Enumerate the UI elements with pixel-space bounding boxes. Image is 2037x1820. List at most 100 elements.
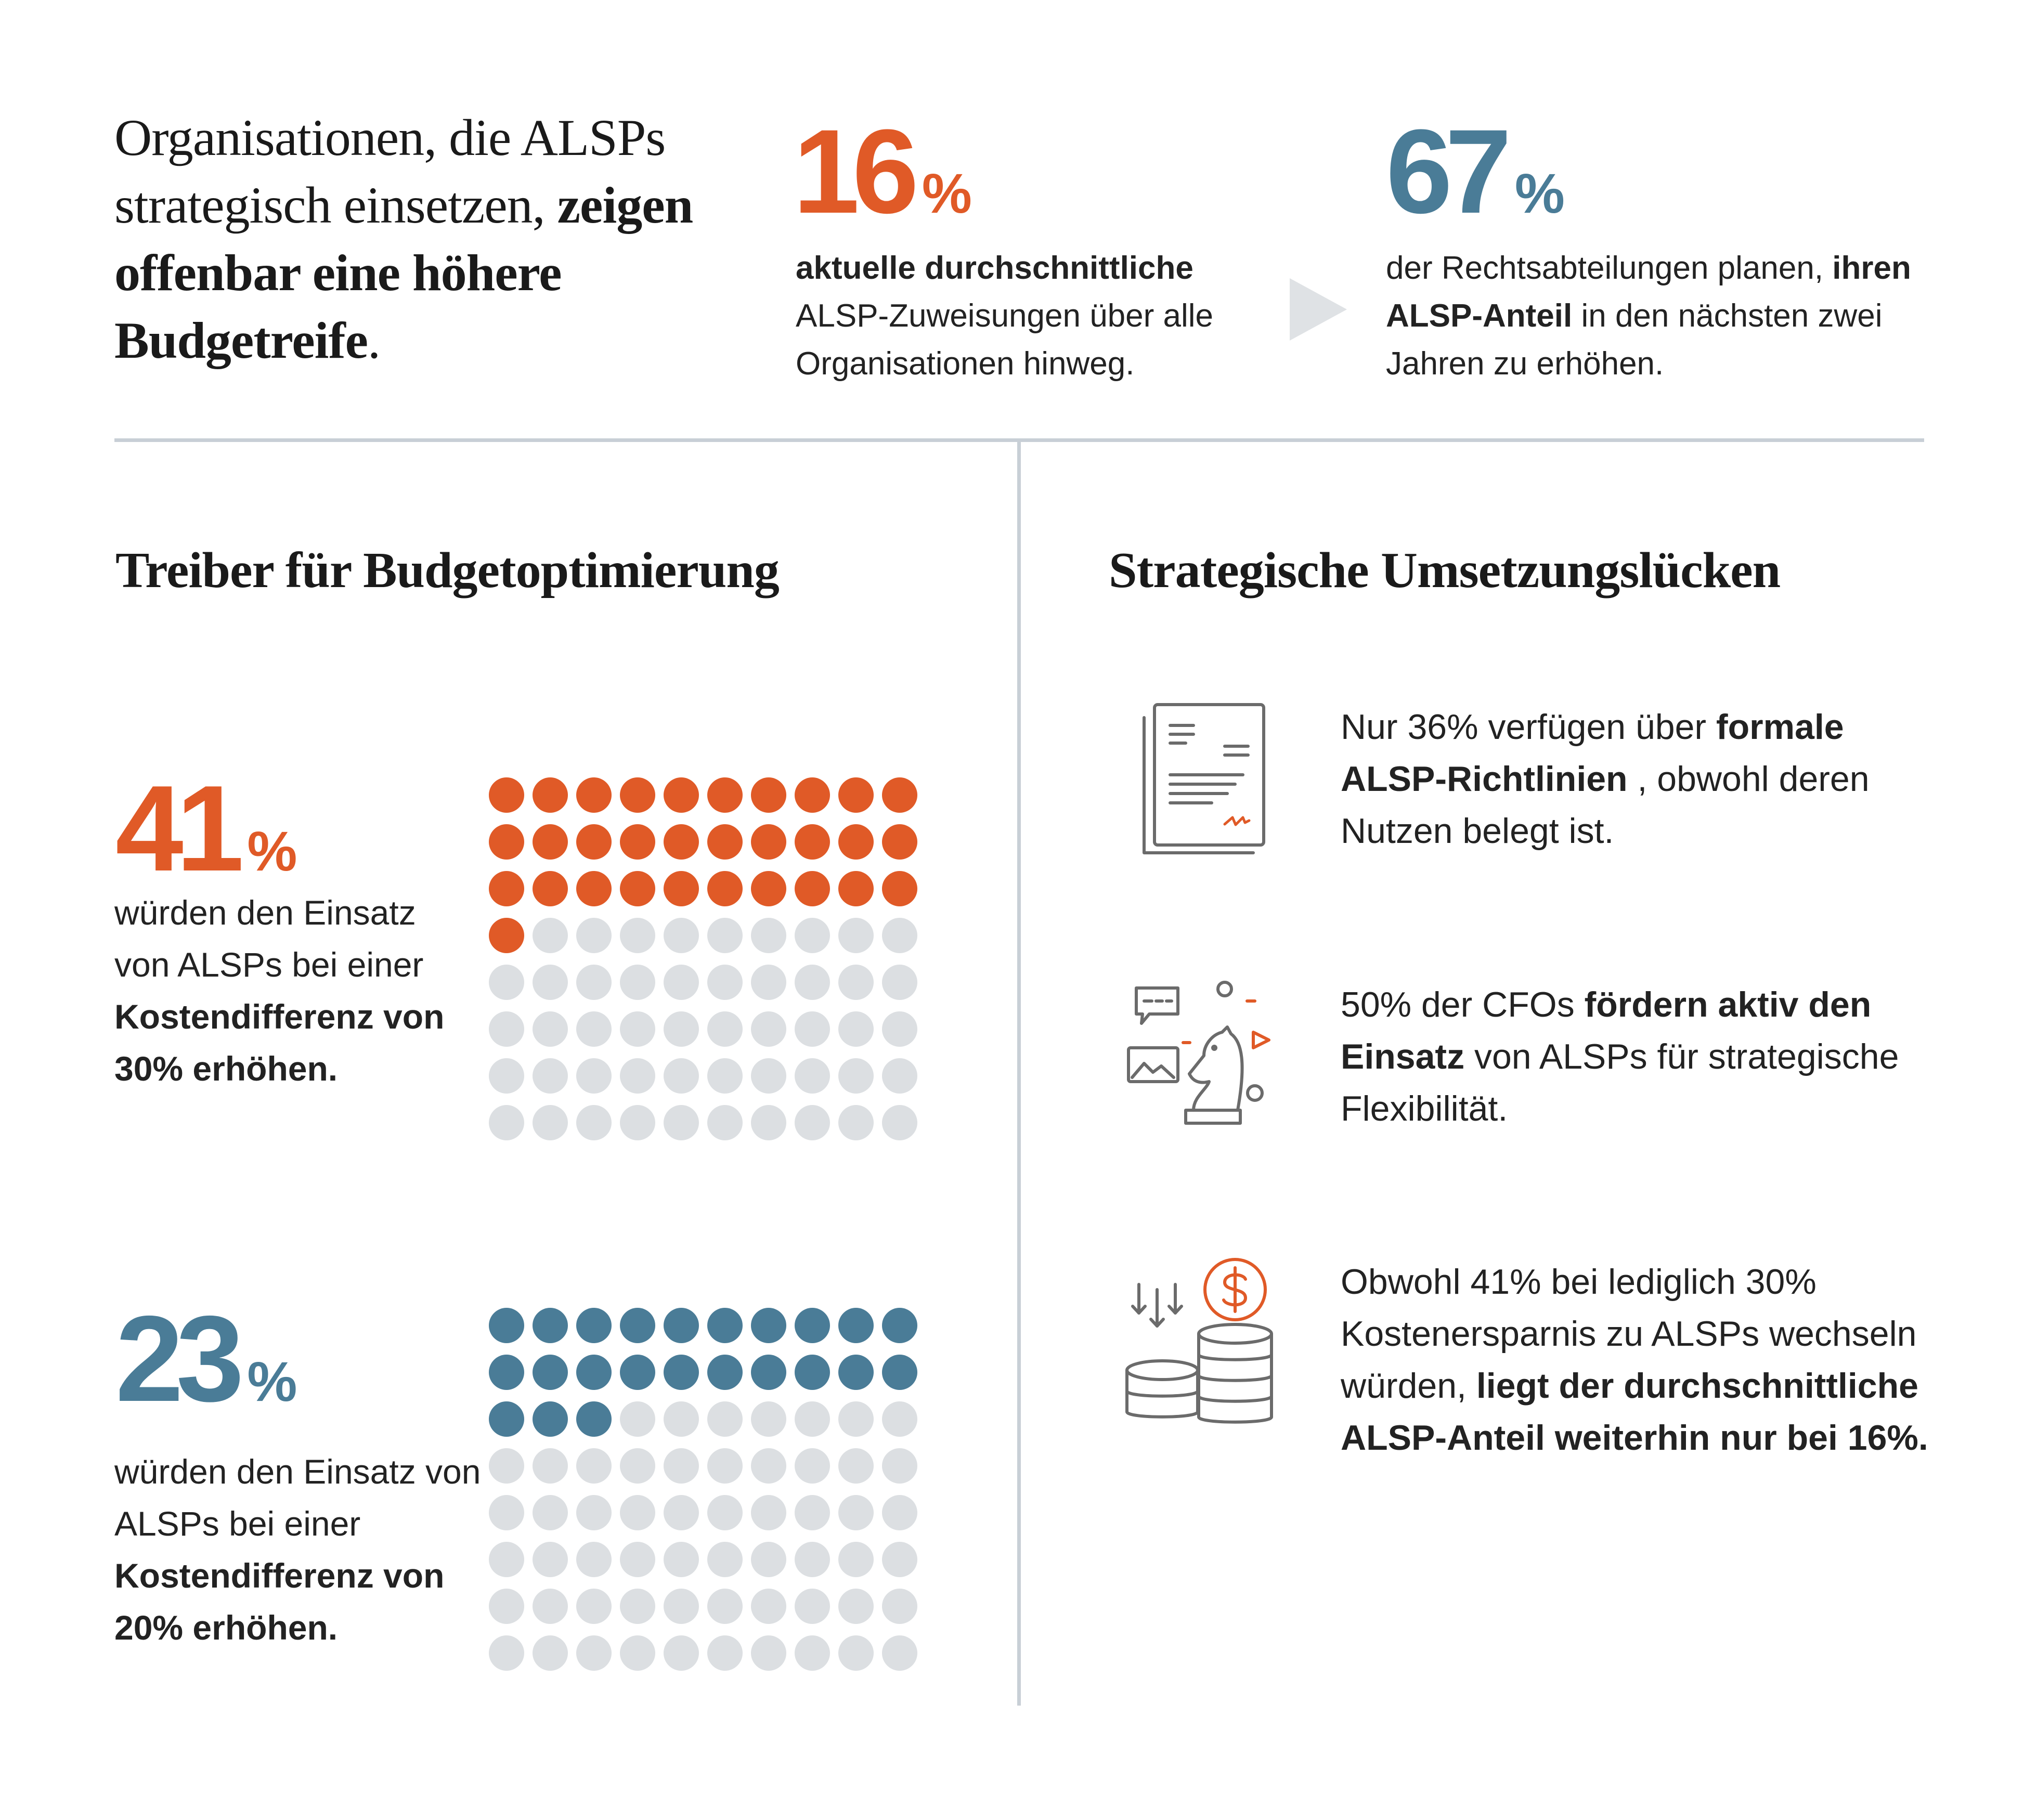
waffle-dot-empty [576,1635,612,1671]
stat-23-desc-pre: würden den Einsatz von ALSPs bei einer [114,1452,481,1543]
waffle-dot-filled [707,824,743,860]
waffle-dot-filled [882,824,917,860]
waffle-dot-empty [707,1635,743,1671]
waffle-dot-empty [795,1401,830,1437]
waffle-dot-empty [838,918,874,953]
waffle-dot-empty [795,1542,830,1577]
horizontal-divider [114,438,1924,442]
stat-23-percent: 23% [115,1297,297,1420]
waffle-dot-empty [882,1542,917,1577]
waffle-dot-empty [533,1058,568,1094]
waffle-dot-empty [795,1495,830,1530]
waffle-dot-empty [795,1011,830,1047]
waffle-dot-empty [533,1448,568,1484]
waffle-dot-filled [576,1401,612,1437]
waffle-dot-empty [489,1105,524,1140]
waffle-dot-empty [707,1401,743,1437]
waffle-dot-filled [533,1355,568,1390]
waffle-dot-filled [838,1308,874,1343]
waffle-dot-filled [707,1355,743,1390]
waffle-dot-filled [576,871,612,906]
stat-23-value: 23 [115,1290,244,1427]
waffle-dot-filled [533,777,568,813]
gap-item-3-pre: Obwohl 41% bei lediglich 30% Kostenerspa… [1341,1262,1917,1406]
waffle-dot-filled [751,1355,786,1390]
stat-67-value: 67 [1386,105,1512,238]
waffle-dot-empty [707,1589,743,1624]
waffle-dot-filled [838,871,874,906]
waffle-dot-empty [576,1058,612,1094]
waffle-dot-empty [882,1635,917,1671]
stat-67-percent: 67% [1386,112,1565,231]
waffle-dot-empty [751,965,786,1000]
waffle-dot-filled [707,777,743,813]
waffle-dot-empty [664,1542,699,1577]
waffle-dot-filled [664,1308,699,1343]
stat-41-desc-bold: Kostendifferenz von 30% erhöhen [114,997,445,1088]
waffle-dot-empty [620,1448,655,1484]
waffle-dot-filled [751,1308,786,1343]
waffle-dot-empty [751,1105,786,1140]
waffle-dot-filled [751,824,786,860]
waffle-dot-empty [795,1635,830,1671]
waffle-dot-empty [533,1105,568,1140]
waffle-dot-empty [751,1542,786,1577]
stat-41-desc-end: . [328,1049,338,1088]
waffle-dot-empty [533,965,568,1000]
waffle-dot-empty [533,1495,568,1530]
waffle-dot-empty [489,1635,524,1671]
waffle-dot-filled [489,824,524,860]
waffle-dot-filled [795,1308,830,1343]
stat-41-value: 41 [115,760,244,896]
waffle-chart-23 [489,1308,917,1671]
stat-23-description: würden den Einsatz von ALSPs bei einer K… [114,1446,510,1654]
waffle-dot-empty [751,1058,786,1094]
waffle-dot-empty [664,918,699,953]
stat-41-percent: 41% [115,767,297,889]
waffle-dot-empty [838,1635,874,1671]
waffle-dot-empty [751,1495,786,1530]
waffle-dot-empty [707,965,743,1000]
waffle-dot-empty [576,918,612,953]
waffle-dot-empty [751,1448,786,1484]
waffle-dot-filled [882,871,917,906]
waffle-dot-empty [882,918,917,953]
waffle-dot-filled [620,1355,655,1390]
waffle-dot-filled [576,777,612,813]
waffle-dot-filled [751,871,786,906]
right-section-title: Strategische Umsetzungslücken [1109,542,1781,599]
waffle-dot-empty [489,1448,524,1484]
waffle-dot-filled [838,1355,874,1390]
waffle-dot-empty [489,1589,524,1624]
stat-67-desc-bold: ihren ALSP-Anteil [1386,250,1911,334]
waffle-dot-empty [751,1011,786,1047]
waffle-dot-empty [882,1058,917,1094]
waffle-dot-empty [664,1011,699,1047]
waffle-dot-filled [620,824,655,860]
stat-16-value: 16 [793,105,919,238]
waffle-dot-empty [882,1105,917,1140]
waffle-dot-filled [882,777,917,813]
waffle-dot-empty [620,1105,655,1140]
stat-67-desc-pre: der Rechtsabteilungen planen, [1386,250,1824,286]
gap-item-2-pre: 50% der CFOs [1341,985,1575,1024]
waffle-dot-empty [533,1635,568,1671]
waffle-dot-filled [664,1355,699,1390]
stat-23-desc-bold: Kostendifferenz von 20% erhöhen [114,1556,445,1647]
stat-67-description: der Rechtsabteilungen planen, ihren ALSP… [1386,244,1968,388]
waffle-dot-empty [882,1011,917,1047]
waffle-dot-empty [838,1401,874,1437]
waffle-dot-filled [882,1355,917,1390]
waffle-dot-filled [533,1308,568,1343]
waffle-dot-empty [489,1011,524,1047]
stat-16-desc-bold: aktuelle durchschnittliche [796,250,1193,286]
waffle-dot-empty [795,965,830,1000]
gap-item-2-text: 50% der CFOs fördern aktiv den Einsatz v… [1341,979,1954,1135]
waffle-dot-empty [838,965,874,1000]
waffle-dot-filled [576,1355,612,1390]
gap-item-1-pre: Nur 36% verfügen über [1341,707,1707,747]
stat-67-desc-post: in den nächsten zwei Jahren zu erhöhen. [1386,298,1883,382]
waffle-dot-empty [795,1058,830,1094]
waffle-dot-empty [751,1589,786,1624]
waffle-dot-empty [533,1542,568,1577]
